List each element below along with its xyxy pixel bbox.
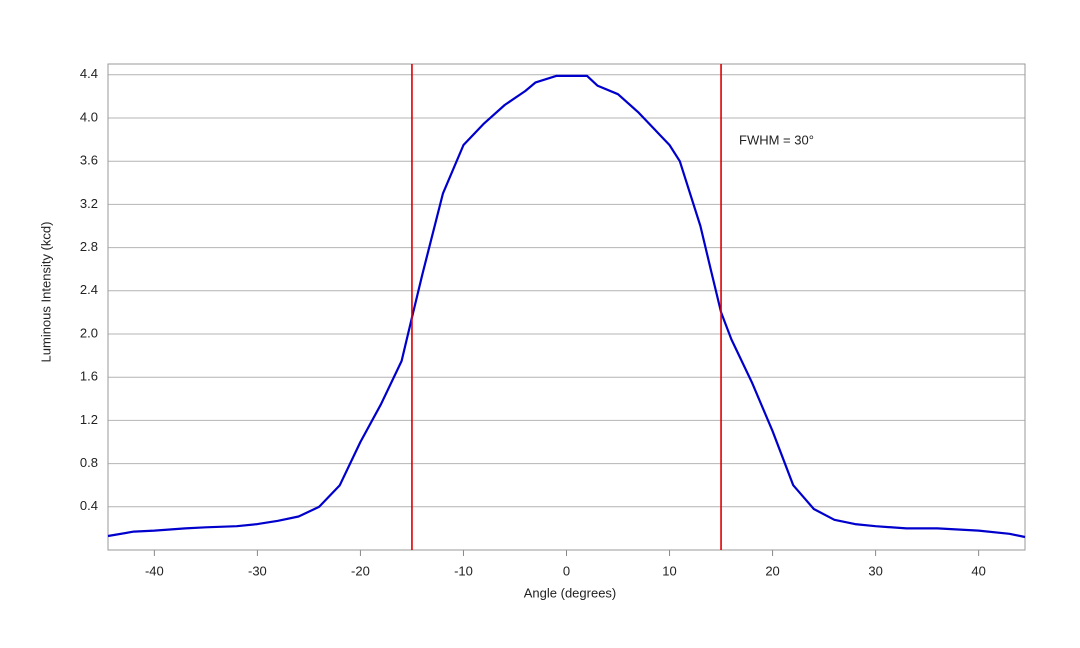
y-tick-label: 1.2 <box>80 412 98 427</box>
x-tick-label: 20 <box>765 563 779 578</box>
y-tick-label: 0.8 <box>80 455 98 470</box>
y-tick-label: 2.0 <box>80 325 98 340</box>
y-tick-label: 4.0 <box>80 109 98 124</box>
y-tick-label: 1.6 <box>80 369 98 384</box>
y-tick-label: 2.4 <box>80 282 98 297</box>
x-axis-label: Angle (degrees) <box>524 585 617 600</box>
x-tick-label: -10 <box>454 563 473 578</box>
x-tick-label: -40 <box>145 563 164 578</box>
y-tick-label: 3.2 <box>80 196 98 211</box>
plot-frame <box>107 63 1026 551</box>
annotation: FWHM = 30° <box>739 132 814 147</box>
x-tick-label: 40 <box>971 563 985 578</box>
y-axis-label: Luminous Intensity (kcd) <box>38 222 53 363</box>
x-tick-label: 0 <box>563 563 570 578</box>
x-tick-label: 30 <box>868 563 882 578</box>
y-tick-label: 3.6 <box>80 153 98 168</box>
x-tick-label: -30 <box>248 563 267 578</box>
y-tick-label: 0.4 <box>80 498 98 513</box>
x-tick-label: 10 <box>662 563 676 578</box>
line <box>107 74 1026 539</box>
x-tick-label: -20 <box>351 563 370 578</box>
y-tick-label: 4.4 <box>80 66 98 81</box>
y-tick-label: 2.8 <box>80 239 98 254</box>
